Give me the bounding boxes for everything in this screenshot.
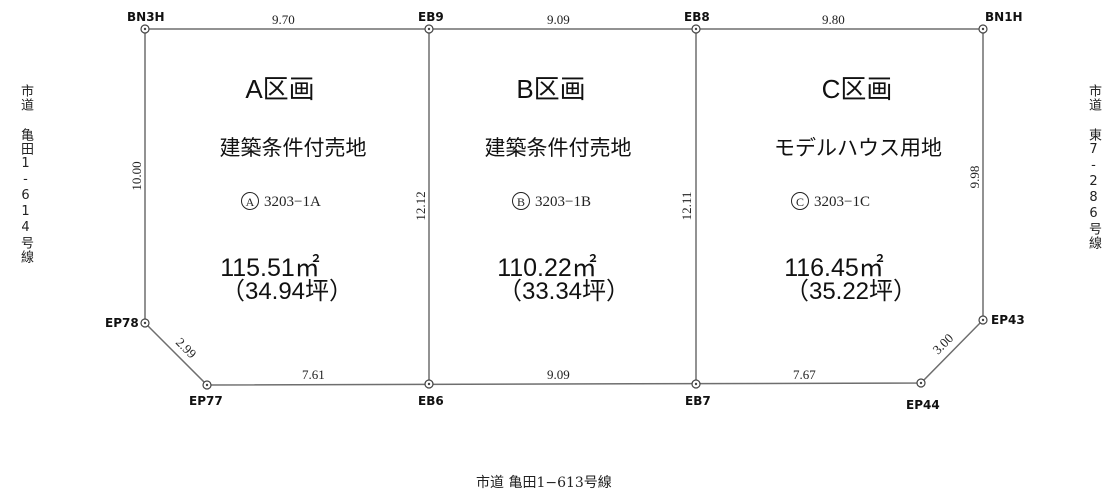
circled-letter-a [241,192,259,210]
dim-diag-right: 3.00 [929,330,956,357]
point-ep77 [202,380,212,390]
lot-b-title: B区画 [516,74,585,104]
dim-top-b: 9.09 [547,12,570,27]
lot-a-tsubo: （34.94坪） [221,278,353,305]
lot-a-mark: A [246,195,255,209]
point-eb8 [691,24,701,34]
lot-a-number-text: 3203−1A [264,194,321,210]
point-eb9 [424,24,434,34]
point-label-eb8: EB8 [684,10,710,24]
lot-b-area: 110.22㎡ [497,254,597,282]
survey-points [140,24,988,390]
lot-c-title: C区画 [822,74,893,104]
dim-right: 9.98 [967,166,982,189]
dim-mid-bc: 12.11 [679,192,694,221]
point-eb7 [691,379,701,389]
dim-bottom-a: 7.61 [302,367,325,382]
lot-c-tsubo: （35.22坪） [785,278,917,305]
lot-b: B区画 建築条件付売地 B 3203−1B 110.22㎡ （33.34坪） [485,74,632,305]
point-bn1h [978,24,988,34]
lot-a-title: A区画 [245,74,314,104]
point-eb6 [424,379,434,389]
point-label-eb6: EB6 [418,394,444,408]
lot-a-area: 115.51㎡ [220,254,320,282]
dim-top-c: 9.80 [822,12,845,27]
dim-diag-left: 2.99 [173,334,200,361]
lot-a-use: 建築条件付売地 [220,137,367,160]
point-ep44 [916,378,926,388]
road-label-left: 市道 亀田1-614号線 [18,84,33,264]
dim-bottom-b: 9.09 [547,367,570,382]
road-label-right: 市道 東7-286号線 [1086,84,1101,250]
lot-a-number: A 3203−1A [241,192,321,210]
circled-letter-b [512,192,530,210]
point-bn3h [140,24,150,34]
dim-left: 10.00 [129,161,144,190]
lot-b-use: 建築条件付売地 [485,137,632,160]
point-label-eb9: EB9 [418,10,444,24]
lot-c-area: 116.45㎡ [784,254,884,282]
lot-b-tsubo: （33.34坪） [498,278,630,305]
point-label-ep77: EP77 [189,394,223,408]
point-ep43 [978,315,988,325]
point-label-ep44: EP44 [906,398,940,412]
point-label-bn1h: BN1H [985,10,1023,24]
dim-bottom-c: 7.67 [793,367,816,382]
lot-c-mark: C [796,195,804,209]
lot-c: C区画 モデルハウス用地 C 3203−1C 116.45㎡ （35.22坪） [774,74,942,305]
lot-a: A区画 建築条件付売地 A 3203−1A 115.51㎡ （34.94坪） [220,74,367,305]
point-label-bn3h: BN3H [127,10,165,24]
lot-c-use: モデルハウス用地 [774,137,942,160]
lot-b-mark: B [517,195,525,209]
point-label-ep78: EP78 [105,316,139,330]
dim-top-a: 9.70 [272,12,295,27]
lot-b-number-text: 3203−1B [535,194,591,210]
point-label-ep43: EP43 [991,313,1025,327]
point-ep78 [140,318,150,328]
road-label-bottom: 市道 亀田1−613号線 [476,475,612,491]
point-label-eb7: EB7 [685,394,711,408]
lot-b-number: B 3203−1B [512,192,591,210]
dim-mid-ab: 12.12 [413,191,428,220]
circled-letter-c [791,192,809,210]
lot-c-number: C 3203−1C [791,192,870,210]
lot-c-number-text: 3203−1C [814,194,870,210]
